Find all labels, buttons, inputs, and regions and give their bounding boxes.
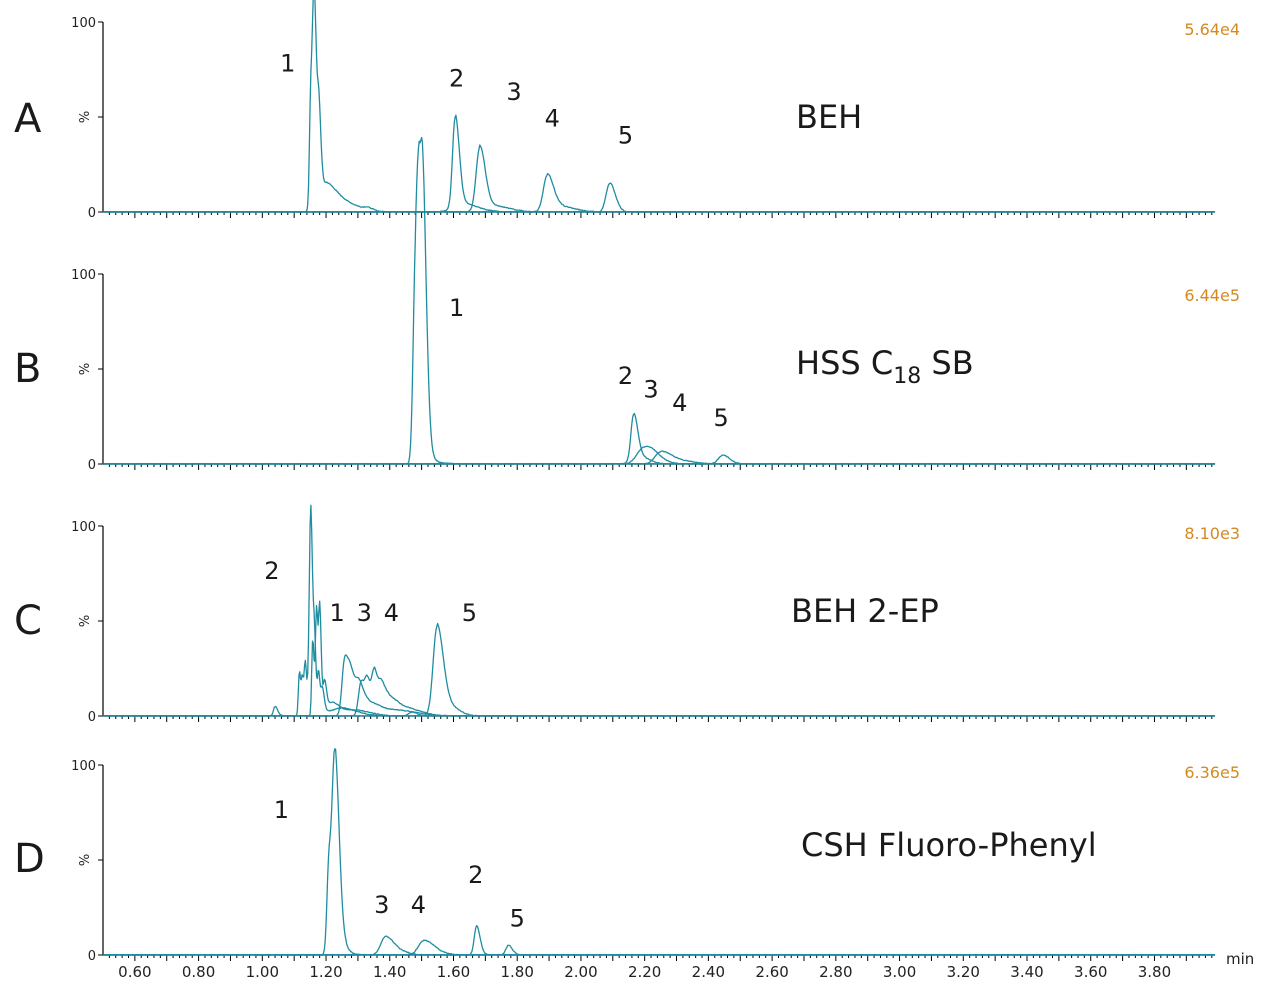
y-axis-label: % — [78, 111, 93, 123]
peak-label: 1 — [449, 294, 464, 322]
x-tick-label: 0.60 — [118, 963, 151, 981]
peak-label: 1 — [280, 49, 295, 77]
x-tick-label: 3.80 — [1138, 963, 1171, 981]
panel-letter: A — [14, 96, 42, 142]
peak-label: 3 — [374, 891, 389, 919]
trace-4 — [103, 172, 1215, 213]
x-tick-label: 1.80 — [501, 963, 534, 981]
x-tick-label: 3.20 — [947, 963, 980, 981]
x-tick-label: 3.60 — [1074, 963, 1107, 981]
x-axis: min 0.60 0.80 1.00 1.20 1.40 1.60 1.80 2.00 2.20… — [118, 950, 1254, 981]
column-label: BEH — [796, 98, 862, 136]
panel-b: B HSS C18 SB 6.44e5 0 100% 1 2 3 45 — [14, 136, 1240, 473]
intensity-scale: 6.36e5 — [1184, 763, 1240, 782]
peak-label: 3 — [506, 78, 521, 106]
x-tick-label: 2.00 — [564, 963, 597, 981]
panel-d: D CSH Fluoro-Phenyl 6.36e5 0 100% 1 3 4 25 — [14, 748, 1240, 964]
x-tick-label: 1.00 — [246, 963, 279, 981]
trace-3 — [102, 654, 1216, 717]
trace-3 — [103, 445, 1216, 465]
peak-label: 4 — [384, 599, 399, 627]
column-label-subscript: 18 — [893, 364, 921, 389]
peak-label: 5 — [713, 404, 728, 432]
x-tick-label: 2.80 — [819, 963, 852, 981]
panel-letter: D — [14, 836, 45, 882]
peak-label: 2 — [618, 362, 633, 390]
y-tick-label: 100 — [71, 16, 96, 31]
trace-2 — [102, 600, 1216, 717]
intensity-scale: 8.10e3 — [1184, 524, 1240, 543]
panel-c: C BEH 2-EP 8.10e3 0 100% 2 1 3 4 5 — [14, 504, 1240, 725]
intensity-scale: 6.44e5 — [1184, 286, 1240, 305]
column-label: HSS C18 SB — [796, 344, 974, 389]
peak-label: 4 — [672, 389, 687, 417]
column-label-suffix: SB — [921, 344, 973, 382]
trace-4 — [103, 666, 1215, 717]
peak-label: 3 — [357, 599, 372, 627]
y-tick-label: 100 — [71, 520, 96, 535]
peak-label: 1 — [274, 796, 289, 824]
x-tick-label: 2.20 — [628, 963, 661, 981]
trace-3 — [103, 144, 1215, 213]
y-tick-label: 0 — [88, 458, 96, 473]
peak-label: 5 — [510, 905, 525, 933]
x-tick-label: 3.40 — [1010, 963, 1043, 981]
y-tick-label: 0 — [88, 710, 96, 725]
trace-2 — [102, 935, 1216, 956]
x-tick-label: 2.60 — [755, 963, 788, 981]
trace-2 — [102, 114, 1216, 213]
x-axis-unit-label: min — [1226, 950, 1254, 968]
peak-label: 5 — [462, 599, 477, 627]
trace-1 — [103, 0, 1216, 213]
trace-2 — [103, 412, 1216, 465]
trace-4 — [102, 450, 1215, 465]
trace-5 — [102, 182, 1216, 213]
trace-1 — [103, 136, 1216, 465]
trace-3 — [102, 939, 1216, 956]
x-tick-label: 1.20 — [309, 963, 342, 981]
y-tick-label: 0 — [88, 949, 96, 964]
intensity-scale: 5.64e4 — [1184, 20, 1240, 39]
x-tick-label: 1.40 — [373, 963, 406, 981]
peak-label: 1 — [330, 599, 345, 627]
y-axis-label: % — [78, 615, 93, 627]
peak-label: 5 — [618, 122, 633, 150]
trace-4 — [103, 925, 1216, 956]
y-tick-label: 100 — [71, 759, 96, 774]
x-tick-label: 2.40 — [692, 963, 725, 981]
peak-label: 4 — [545, 105, 560, 133]
x-tick-label: 0.80 — [182, 963, 215, 981]
x-tick-label: 3.00 — [883, 963, 916, 981]
column-label: BEH 2-EP — [791, 592, 939, 630]
peak-label: 3 — [643, 376, 658, 404]
y-tick-label: 0 — [88, 206, 96, 221]
column-label-main: HSS C — [796, 344, 893, 382]
column-label: CSH Fluoro-Phenyl — [801, 826, 1097, 864]
trace-1 — [102, 504, 1215, 717]
peak-label: 4 — [411, 891, 426, 919]
x-tick-label: 1.60 — [437, 963, 470, 981]
y-tick-label: 100 — [71, 268, 96, 283]
panel-letter: C — [14, 598, 42, 644]
y-axis-label: % — [78, 363, 93, 375]
panel-letter: B — [14, 346, 41, 392]
trace-5 — [102, 944, 1215, 956]
y-axis-label: % — [78, 854, 93, 866]
panel-a: A BEH 5.64e4 0 100% 1 2 34 5 — [14, 0, 1240, 221]
peak-label: 2 — [468, 861, 483, 889]
trace-5 — [102, 622, 1215, 717]
trace-5 — [102, 454, 1215, 465]
peak-label: 2 — [449, 65, 464, 93]
peak-label: 2 — [264, 557, 279, 585]
